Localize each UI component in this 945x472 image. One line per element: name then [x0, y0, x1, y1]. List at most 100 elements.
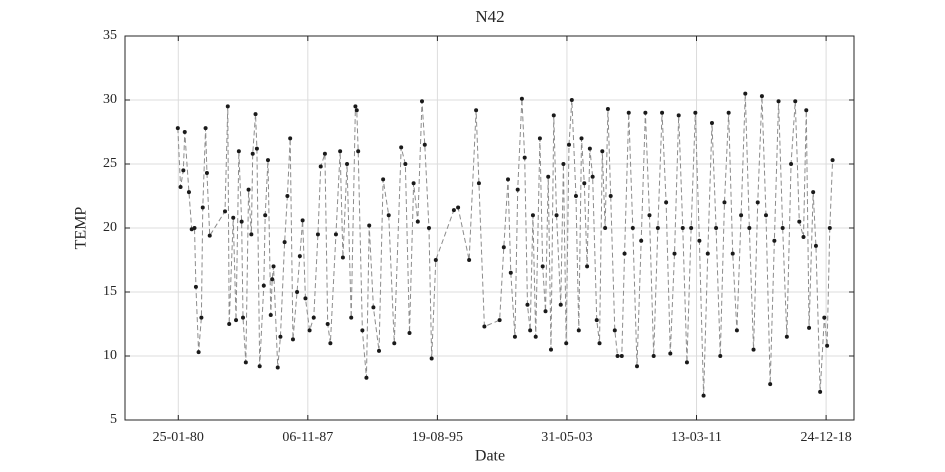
data-point: [181, 168, 186, 173]
data-point: [268, 313, 273, 318]
data-point: [676, 113, 681, 118]
y-tick-label: 30: [103, 92, 117, 107]
data-point: [246, 187, 251, 192]
data-point: [519, 96, 524, 101]
data-point: [407, 330, 412, 335]
data-point: [734, 328, 739, 333]
y-tick-label: 15: [103, 284, 117, 299]
data-point: [290, 337, 295, 342]
data-point: [818, 389, 823, 394]
data-point: [193, 284, 198, 289]
data-point: [546, 174, 551, 179]
data-point: [204, 170, 209, 175]
data-point: [811, 190, 816, 195]
y-axis-label: TEMP: [73, 207, 90, 250]
data-point: [830, 158, 835, 163]
data-point: [751, 347, 756, 352]
data-point: [730, 251, 735, 256]
data-point: [566, 142, 571, 147]
data-point: [801, 234, 806, 239]
data-point: [261, 283, 266, 288]
data-point: [307, 328, 312, 333]
data-point: [697, 238, 702, 243]
data-point: [693, 110, 698, 115]
data-point: [807, 325, 812, 330]
data-point: [540, 264, 545, 269]
data-point: [253, 112, 258, 117]
data-point: [265, 158, 270, 163]
data-point: [548, 347, 553, 352]
data-point: [426, 226, 431, 230]
data-point: [207, 233, 212, 238]
data-point: [285, 194, 290, 198]
data-point: [622, 251, 627, 256]
data-point: [582, 181, 587, 186]
data-point: [528, 328, 533, 333]
data-point: [533, 334, 538, 339]
data-point: [333, 232, 338, 237]
data-point: [530, 213, 535, 218]
data-point: [587, 146, 592, 151]
data-point: [381, 177, 386, 182]
data-point: [680, 226, 685, 230]
data-point: [772, 238, 777, 243]
data-point: [429, 356, 434, 361]
data-point: [186, 190, 191, 195]
y-tick-label: 5: [110, 412, 117, 427]
data-point: [476, 181, 481, 186]
data-point: [467, 258, 472, 262]
data-point: [399, 145, 404, 150]
data-point: [689, 226, 694, 230]
data-point: [288, 136, 293, 141]
x-tick-label: 06-11-87: [282, 430, 333, 445]
data-point: [664, 200, 669, 205]
data-point: [203, 126, 208, 131]
data-point: [569, 98, 574, 102]
plot-area: [175, 91, 835, 398]
data-point: [386, 213, 391, 218]
data-point: [249, 232, 254, 237]
data-point: [234, 318, 239, 323]
data-point: [349, 315, 354, 320]
x-tick-label: 25-01-80: [153, 430, 204, 445]
data-point: [250, 151, 255, 156]
data-point: [634, 364, 639, 369]
data-point: [576, 328, 581, 333]
data-point: [813, 243, 818, 248]
data-point: [747, 226, 752, 230]
data-point: [755, 200, 760, 205]
data-point: [705, 251, 710, 256]
data-point: [295, 290, 300, 294]
data-point: [551, 113, 556, 118]
y-tick-label: 25: [103, 156, 117, 171]
data-point: [776, 99, 781, 104]
data-point: [415, 219, 420, 224]
chart-title: N42: [475, 7, 504, 26]
data-point: [227, 322, 232, 326]
data-point: [243, 360, 248, 365]
x-tick-label: 24-12-18: [800, 430, 851, 445]
data-point: [822, 315, 827, 320]
data-point: [270, 277, 275, 282]
data-point: [743, 91, 748, 96]
data-point: [257, 364, 262, 369]
data-point: [668, 351, 673, 356]
data-point: [554, 213, 559, 218]
data-point: [419, 99, 424, 104]
data-point: [793, 99, 798, 104]
data-point: [482, 324, 487, 329]
data-point: [196, 350, 201, 355]
data-point: [311, 315, 316, 320]
data-point: [300, 218, 305, 223]
data-point: [512, 334, 517, 339]
x-tick-label: 31-05-03: [541, 430, 592, 445]
data-point: [501, 245, 506, 250]
data-point: [768, 382, 773, 387]
data-point: [763, 213, 768, 218]
data-point: [377, 348, 382, 353]
data-point: [239, 219, 244, 224]
data-point: [590, 174, 595, 179]
data-point: [564, 341, 569, 346]
